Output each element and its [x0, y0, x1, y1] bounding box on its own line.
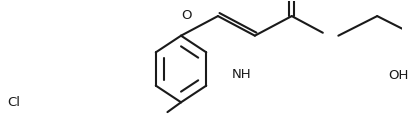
Text: OH: OH: [388, 69, 409, 82]
Text: O: O: [181, 9, 192, 22]
Text: NH: NH: [231, 68, 251, 81]
Text: Cl: Cl: [7, 96, 21, 109]
